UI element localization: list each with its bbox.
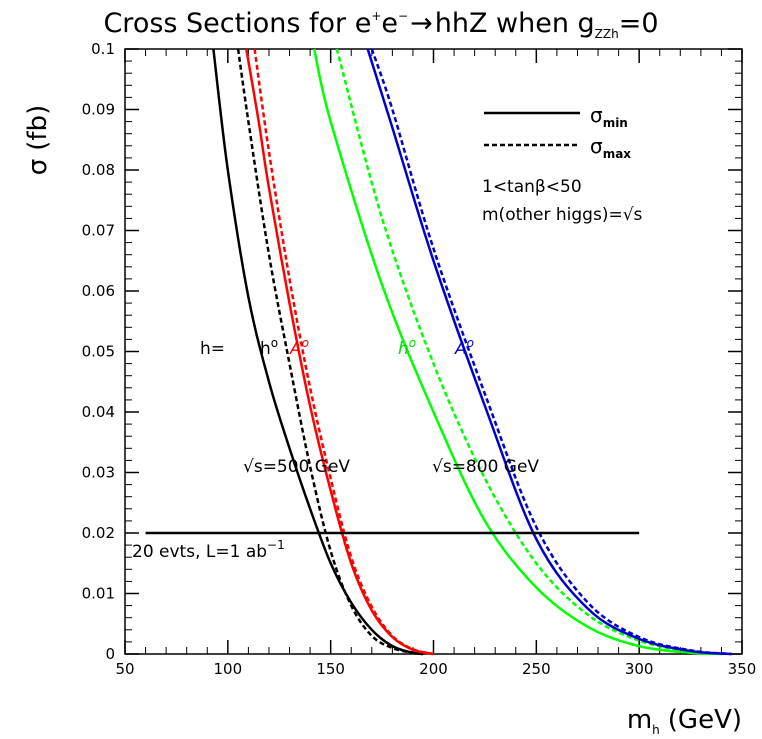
- sqrt-s-500-label: √s=500 GeV: [243, 457, 350, 477]
- curve-800-h0-max: [335, 48, 722, 656]
- x-tick-label: 350: [728, 660, 757, 678]
- y-tick-label: 0.08: [82, 161, 115, 179]
- x-tick-label: 300: [625, 660, 654, 678]
- y-tick-label: 0.02: [82, 524, 115, 542]
- curve-800-A0-max: [370, 48, 732, 656]
- x-axis-label: mh (GeV): [627, 705, 742, 737]
- y-tick-label: 0: [105, 645, 115, 663]
- y-tick-labels: 0 0.01 0.02 0.03 0.04 0.05 0.06 0.07 0.08 0.09 0.1: [82, 40, 115, 663]
- chart-title: Cross Sections for e+e−→hhZ when gZZh=0: [103, 8, 658, 41]
- x-tick-label: 150: [316, 660, 345, 678]
- x-tick-label: 50: [115, 660, 134, 678]
- legend: σmin σmax 1<tanβ<50 m(other higgs)=√s: [482, 103, 643, 225]
- reference-line-label: 20 evts, L=1 ab−1: [132, 538, 285, 562]
- y-tick-label: 0.05: [82, 343, 115, 361]
- h-equals-label: h=: [200, 339, 225, 359]
- curve-800-h0-min: [312, 48, 722, 656]
- curve-500-h0-max: [236, 48, 424, 656]
- y-tick-label: 0.04: [82, 403, 115, 421]
- y-tick-label: 0.09: [82, 101, 115, 119]
- y-tick-label: 0.1: [91, 40, 115, 58]
- y-tick-label: 0.03: [82, 464, 115, 482]
- axis-ticks: [124, 48, 743, 655]
- curve-500-A0-max: [253, 48, 434, 656]
- curve-800-A0-min: [366, 48, 732, 656]
- y-tick-label: 0.06: [82, 282, 115, 300]
- x-tick-label: 200: [419, 660, 448, 678]
- y-axis-label: σ(fb): [23, 105, 53, 175]
- cross-section-curves: [145, 48, 732, 656]
- legend-tanbeta-note: 1<tanβ<50: [482, 177, 582, 197]
- A0-500-label: Ao: [289, 336, 309, 359]
- h0-500-label: ho: [260, 336, 278, 359]
- x-tick-labels: 50 100 150 200 250 300 350: [115, 660, 756, 678]
- sqrt-s-800-label: √s=800 GeV: [432, 457, 539, 477]
- y-tick-label: 0.07: [82, 222, 115, 240]
- legend-sigma-min: σmin: [590, 103, 628, 130]
- A0-800-label: Ao: [454, 336, 474, 359]
- x-tick-label: 100: [214, 660, 243, 678]
- legend-other-higgs-note: m(other higgs)=√s: [482, 205, 643, 225]
- x-tick-label: 250: [522, 660, 551, 678]
- curve-500-h0-min: [212, 48, 424, 656]
- h0-800-label: ho: [398, 336, 416, 359]
- legend-sigma-max: σmax: [590, 134, 631, 161]
- y-tick-label: 0.01: [82, 585, 115, 603]
